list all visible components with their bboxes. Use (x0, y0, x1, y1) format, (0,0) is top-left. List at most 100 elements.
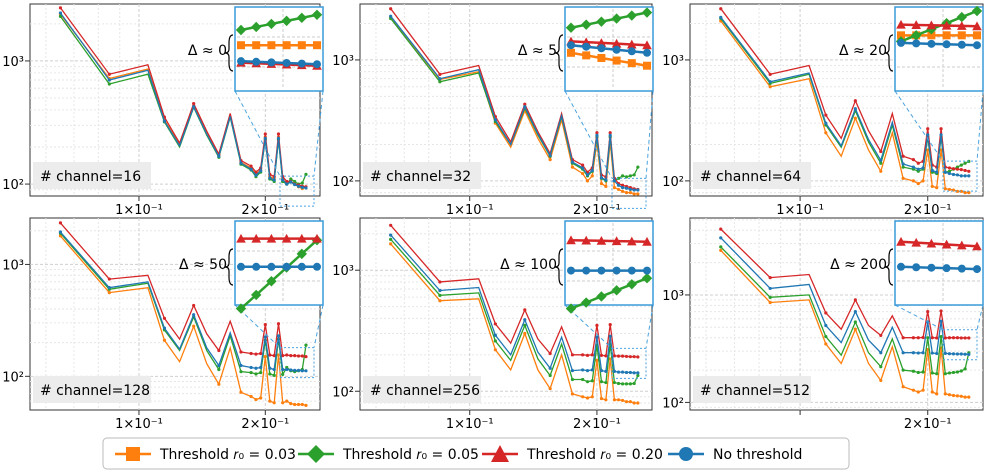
data-point (192, 105, 196, 109)
data-point (628, 382, 632, 386)
data-point (824, 323, 828, 328)
inset-marker (627, 266, 636, 275)
data-point (58, 6, 63, 10)
inset-marker (311, 9, 323, 20)
inset-frame (894, 6, 984, 92)
data-point (901, 368, 905, 372)
inset-marker (581, 235, 591, 245)
data-point (254, 173, 258, 177)
data-point (281, 372, 285, 377)
data-point (853, 99, 857, 103)
data-point (285, 179, 289, 184)
data-point (959, 369, 963, 373)
data-point (768, 72, 772, 76)
y-tick-label: 10³ (662, 289, 684, 304)
inset-marker (643, 266, 651, 275)
inset-marker (941, 20, 952, 30)
inset-marker (927, 39, 936, 48)
inset-marker (896, 236, 906, 246)
brace-icon (884, 248, 894, 286)
data-point (608, 131, 612, 135)
x-tick-label: 2×10⁻¹ (573, 417, 621, 432)
inset-marker (596, 38, 607, 47)
data-point (632, 173, 636, 177)
data-point (570, 353, 575, 357)
data-point (162, 326, 167, 330)
data-point (853, 320, 857, 324)
data-point (628, 400, 632, 404)
data-point (935, 372, 939, 376)
data-point (493, 118, 497, 122)
data-point (853, 116, 857, 120)
chart-panel-0: 1×10⁻¹ 2×10⁻¹ 10² 10³ # channel=16 Δ ≈ 0 (2, 3, 324, 218)
inset-marker (626, 10, 637, 21)
data-point (599, 369, 604, 373)
inset-marker (252, 57, 261, 66)
channel-label: # channel=64 (700, 169, 801, 185)
legend-item-1: Threshold 𝑟₀ = 0.05 (298, 445, 479, 463)
inset-marker (235, 24, 247, 36)
y-tick-label: 10³ (332, 264, 354, 279)
data-point (608, 334, 612, 338)
data-point (967, 395, 971, 399)
data-point (616, 370, 621, 374)
data-point (570, 165, 575, 169)
data-point (523, 102, 527, 106)
inset-marker (236, 233, 246, 243)
inset-marker (282, 262, 291, 271)
inset-marker (251, 233, 261, 243)
y-tick-label: 10³ (2, 55, 24, 70)
data-point (192, 324, 196, 328)
inset-marker (927, 31, 936, 40)
chart-panel-4: 1×10⁻¹ 2×10⁻¹ 10² 10³ # channel=256 Δ ≈ 100 (332, 217, 654, 432)
data-point (911, 336, 915, 340)
legend-label-2: Threshold 𝑟₀ = 0.20 (526, 447, 663, 463)
data-point (300, 402, 304, 407)
data-point (616, 398, 621, 402)
data-point (719, 227, 723, 231)
brace-icon (554, 34, 564, 72)
data-point (959, 352, 963, 356)
data-point (901, 154, 905, 158)
y-tick-label: 10² (2, 370, 24, 385)
data-point (438, 280, 442, 284)
data-point (911, 369, 915, 373)
channel-label-box (693, 162, 811, 189)
data-point (493, 322, 497, 326)
data-point (628, 191, 632, 195)
data-point (263, 136, 267, 140)
data-point (249, 164, 253, 168)
inset-marker (267, 41, 276, 50)
inset-series-2 (570, 238, 648, 243)
data-point (107, 82, 111, 86)
legend-item-3: No threshold (668, 447, 802, 463)
data-point (285, 182, 289, 186)
inset-marker (582, 42, 591, 51)
data-point (967, 174, 971, 178)
data-point (632, 192, 636, 196)
zoom-connector (894, 90, 944, 162)
data-point (58, 14, 63, 18)
data-point (628, 355, 632, 359)
inset-marker (597, 53, 606, 62)
data-point (276, 322, 281, 326)
inset-marker (942, 264, 951, 273)
inset-marker (912, 263, 921, 272)
y-tick-label: 10³ (2, 258, 24, 273)
data-point (599, 176, 604, 180)
zoom-region (942, 160, 978, 192)
data-point (901, 165, 905, 169)
data-point (963, 161, 967, 165)
inset-marker (313, 41, 321, 50)
data-point (967, 169, 971, 173)
data-point (585, 369, 590, 373)
data-point (548, 153, 552, 158)
data-point (599, 380, 604, 384)
data-point (768, 295, 772, 299)
inset-marker (641, 273, 653, 284)
legend-label-3: No threshold (713, 447, 802, 463)
data-point (107, 291, 111, 295)
inset-marker (973, 31, 981, 40)
delta-annotation: Δ ≈ 20 (839, 43, 887, 59)
inset-frame (564, 220, 654, 306)
